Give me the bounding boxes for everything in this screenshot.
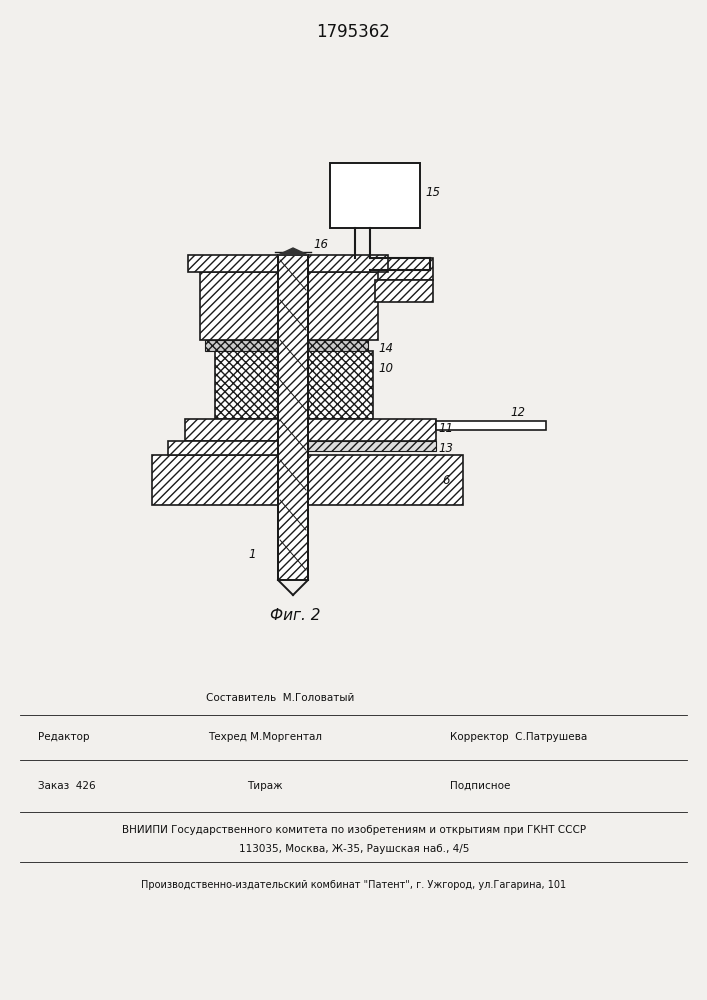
Bar: [308, 441, 436, 451]
Bar: [188, 255, 279, 272]
Text: Редактор: Редактор: [38, 732, 90, 742]
Text: 113035, Москва, Ж-35, Раушская наб., 4/5: 113035, Москва, Ж-35, Раушская наб., 4/5: [239, 844, 469, 854]
Text: Корректор  С.Патрушева: Корректор С.Патрушева: [450, 732, 588, 742]
Bar: [200, 272, 278, 340]
Bar: [205, 340, 278, 351]
Bar: [375, 280, 433, 302]
Text: Тираж: Тираж: [247, 781, 283, 791]
Bar: [308, 351, 373, 419]
Text: 13: 13: [438, 442, 453, 456]
Text: 10: 10: [378, 361, 393, 374]
Text: 15: 15: [425, 186, 440, 198]
Text: 6: 6: [442, 474, 450, 487]
Polygon shape: [278, 248, 308, 255]
Bar: [168, 441, 278, 455]
Bar: [375, 258, 433, 280]
Text: 1: 1: [248, 548, 255, 562]
Bar: [185, 419, 278, 441]
Bar: [308, 340, 368, 351]
Bar: [308, 255, 388, 272]
Text: 11: 11: [438, 422, 453, 434]
Text: 14: 14: [378, 342, 393, 356]
Bar: [308, 455, 463, 505]
Bar: [308, 272, 378, 340]
Bar: [330, 163, 420, 228]
Text: Фиг. 2: Фиг. 2: [270, 607, 320, 622]
Bar: [215, 351, 278, 419]
Text: 1795362: 1795362: [316, 23, 390, 41]
Text: Техред М.Моргентал: Техред М.Моргентал: [208, 732, 322, 742]
Bar: [152, 455, 278, 505]
Text: Подписное: Подписное: [450, 781, 510, 791]
Text: ВНИИПИ Государственного комитета по изобретениям и открытиям при ГКНТ СССР: ВНИИПИ Государственного комитета по изоб…: [122, 825, 586, 835]
Bar: [278, 255, 308, 580]
Bar: [436, 421, 546, 430]
Text: 16: 16: [313, 237, 328, 250]
Bar: [308, 419, 436, 441]
Text: Заказ  426: Заказ 426: [38, 781, 95, 791]
Text: Производственно-издательский комбинат "Патент", г. Ужгород, ул.Гагарина, 101: Производственно-издательский комбинат "П…: [141, 880, 566, 890]
Text: Составитель  М.Головатый: Составитель М.Головатый: [206, 693, 354, 703]
Text: 12: 12: [510, 406, 525, 420]
